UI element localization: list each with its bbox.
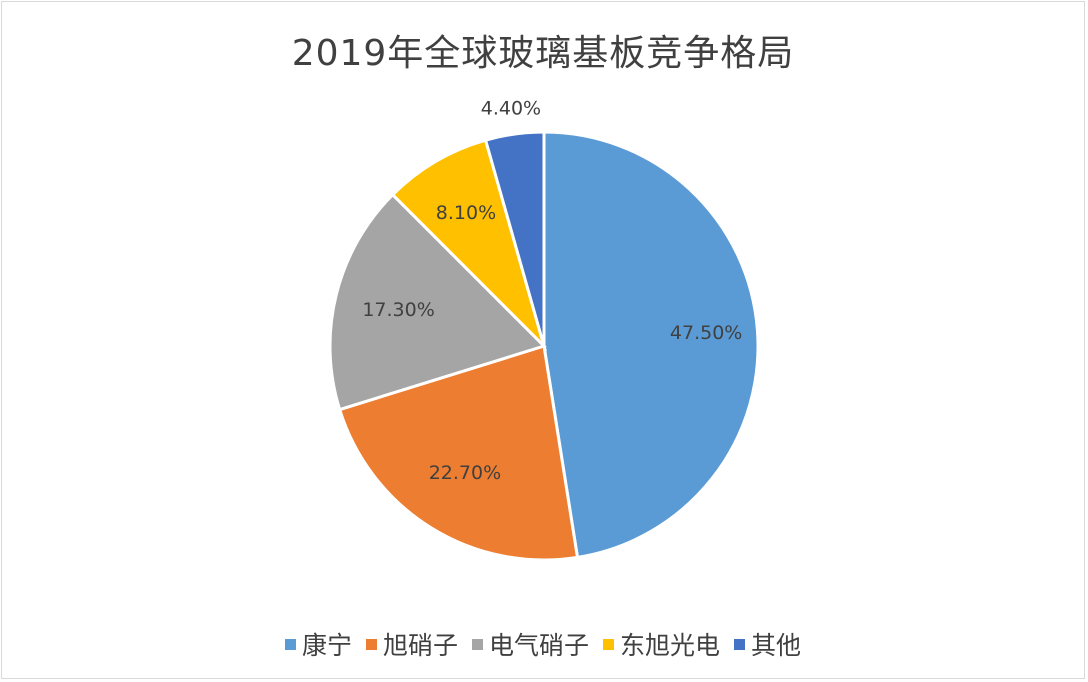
data-label-neg: 17.30%: [362, 299, 434, 321]
pie-slice-neg: [328, 192, 547, 412]
data-label-other: 4.40%: [481, 97, 541, 119]
legend-item-neg: 电气硝子: [471, 626, 589, 662]
pie-slice-other: [483, 130, 546, 347]
legend-swatch-corning: [284, 638, 296, 650]
data-label-agc: 22.70%: [429, 462, 501, 484]
legend-label-corning: 康宁: [301, 631, 352, 660]
chart-legend: 康宁 旭硝子 电气硝子 东旭光电 其他: [2, 626, 1084, 662]
legend-item-dongxu: 东旭光电: [603, 626, 720, 662]
chart-title: 2019年全球玻璃基板竞争格局: [291, 33, 795, 74]
legend-swatch-other: [734, 638, 746, 650]
pie-slice-corning: [542, 130, 760, 560]
legend-label-agc: 旭硝子: [382, 631, 458, 660]
pie-slice-dongxu: [390, 138, 548, 352]
data-label-corning: 47.50%: [670, 322, 742, 344]
legend-item-corning: 康宁: [284, 626, 352, 662]
legend-swatch-dongxu: [603, 638, 614, 650]
legend-item-other: 其他: [734, 626, 801, 662]
legend-label-other: 其他: [751, 631, 802, 660]
data-label-dongxu: 8.10%: [436, 202, 496, 224]
legend-label-neg: 电气硝子: [488, 631, 589, 660]
legend-swatch-neg: [471, 638, 483, 650]
legend-label-dongxu: 东旭光电: [620, 631, 721, 660]
legend-swatch-agc: [365, 638, 377, 650]
legend-item-agc: 旭硝子: [365, 626, 458, 662]
pie-slice-agc: [337, 344, 580, 562]
